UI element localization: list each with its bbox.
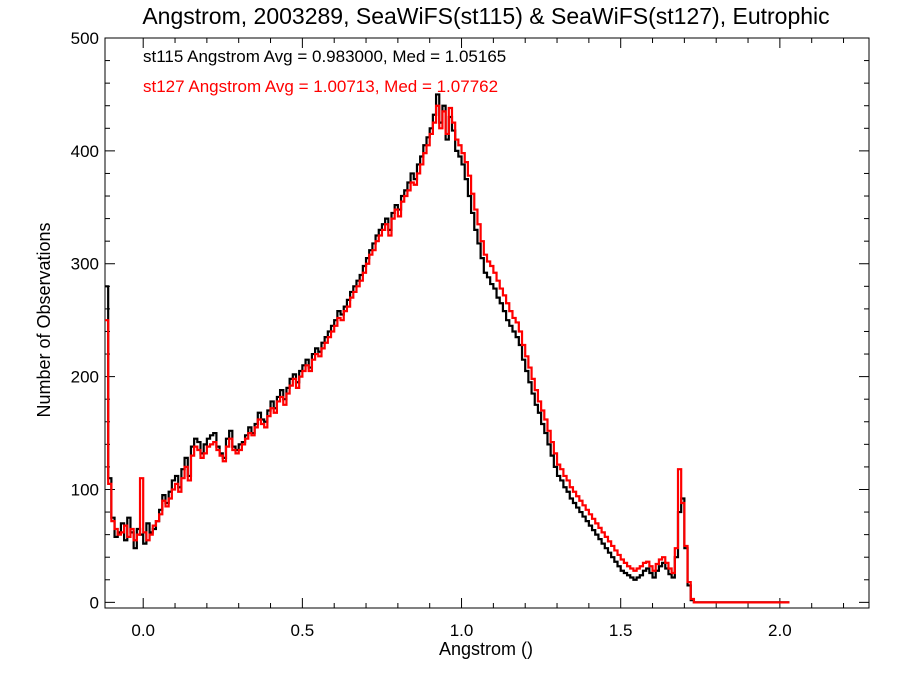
y-tick-label: 0 — [90, 593, 99, 612]
x-tick-label: 0.0 — [131, 621, 155, 640]
x-tick-label: 1.5 — [609, 621, 633, 640]
y-tick-label: 500 — [71, 29, 99, 48]
annotation-st127: st127 Angstrom Avg = 1.00713, Med = 1.07… — [143, 77, 498, 96]
x-tick-label: 1.0 — [450, 621, 474, 640]
annotations: st115 Angstrom Avg = 0.983000, Med = 1.0… — [143, 47, 506, 96]
y-tick-label: 200 — [71, 368, 99, 387]
x-axis-label: Angstrom () — [439, 639, 533, 659]
y-tick-label: 400 — [71, 142, 99, 161]
y-axis-ticks: 0 100 200 300 400 500 — [71, 29, 869, 612]
x-tick-label: 2.0 — [768, 621, 792, 640]
chart-title: Angstrom, 2003289, SeaWiFS(st115) & SeaW… — [142, 3, 829, 29]
series-group — [105, 93, 790, 604]
y-tick-label: 300 — [71, 255, 99, 274]
plot-frame — [104, 37, 870, 609]
x-tick-label: 0.5 — [291, 621, 315, 640]
annotation-st115: st115 Angstrom Avg = 0.983000, Med = 1.0… — [143, 47, 506, 66]
series-line-1 — [105, 104, 790, 604]
x-axis-ticks: 0.0 0.5 1.0 1.5 2.0 — [131, 38, 845, 640]
y-axis-label: Number of Observations — [34, 222, 54, 417]
y-tick-label: 100 — [71, 480, 99, 499]
series-line-0 — [105, 93, 790, 604]
